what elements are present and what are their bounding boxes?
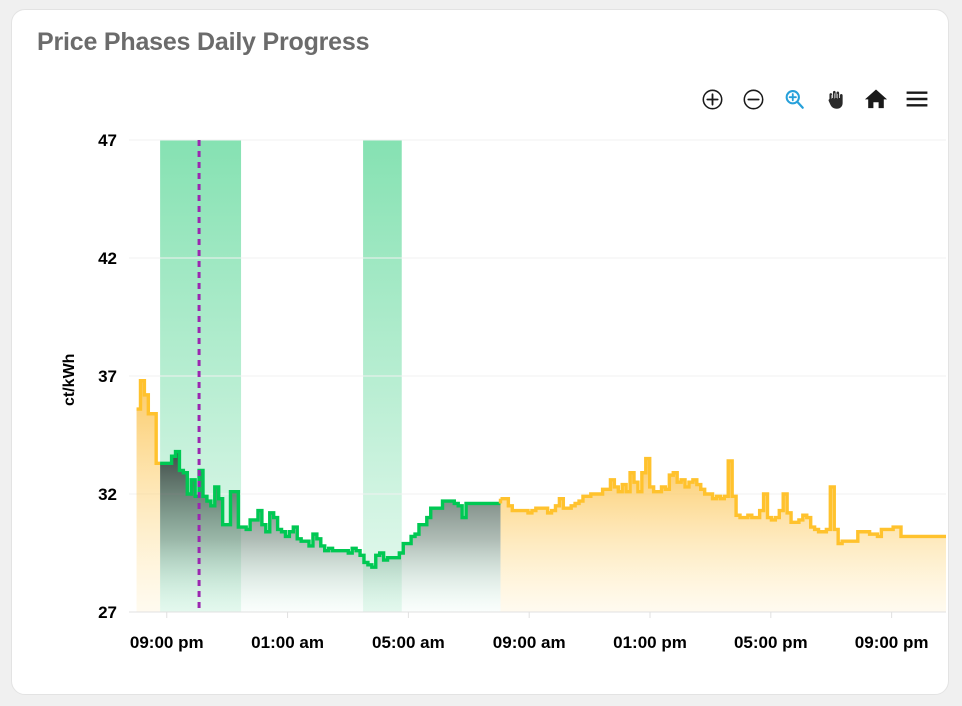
- chart-plot-area[interactable]: 27 32 37 42 47 09:00 pm 01:00 am 05:00 am 09:00 …: [12, 10, 950, 696]
- y-axis-tick-label: 42: [98, 249, 117, 268]
- line-early-past: [136, 379, 161, 466]
- x-axis-tick-label: 09:00 pm: [855, 633, 929, 652]
- area-future: [500, 458, 946, 612]
- y-axis-tick-label: 37: [98, 367, 117, 386]
- x-axis-tick-label: 01:00 pm: [613, 633, 687, 652]
- y-axis-tick-label: 27: [98, 603, 117, 622]
- home-icon[interactable]: [861, 84, 891, 114]
- price-chart[interactable]: 27 32 37 42 47 09:00 pm 01:00 am 05:00 am 09:00 …: [12, 10, 950, 696]
- line-past: [160, 449, 501, 569]
- chart-card: Price Phases Daily Progress: [11, 9, 949, 695]
- y-axis-title: ct/kWh: [61, 354, 78, 406]
- y-axis-tick-label: 32: [98, 485, 117, 504]
- pan-icon[interactable]: [820, 84, 850, 114]
- x-axis-tick-label: 09:00 am: [493, 633, 566, 652]
- area-early-past: [136, 380, 161, 612]
- zoom-in-icon[interactable]: [697, 84, 727, 114]
- x-axis-tick-label: 01:00 am: [251, 633, 324, 652]
- x-axis-tick-label: 09:00 pm: [130, 633, 204, 652]
- x-axis-tick-label: 05:00 pm: [734, 633, 808, 652]
- menu-icon[interactable]: [902, 84, 932, 114]
- chart-toolbar: [697, 84, 932, 114]
- y-axis-tick-label: 47: [98, 131, 117, 150]
- line-future: [500, 456, 946, 546]
- selection-zoom-icon[interactable]: [779, 84, 809, 114]
- area-past: [160, 451, 501, 612]
- page-title: Price Phases Daily Progress: [37, 28, 370, 56]
- zoom-out-icon[interactable]: [738, 84, 768, 114]
- x-axis-tick-label: 05:00 am: [372, 633, 445, 652]
